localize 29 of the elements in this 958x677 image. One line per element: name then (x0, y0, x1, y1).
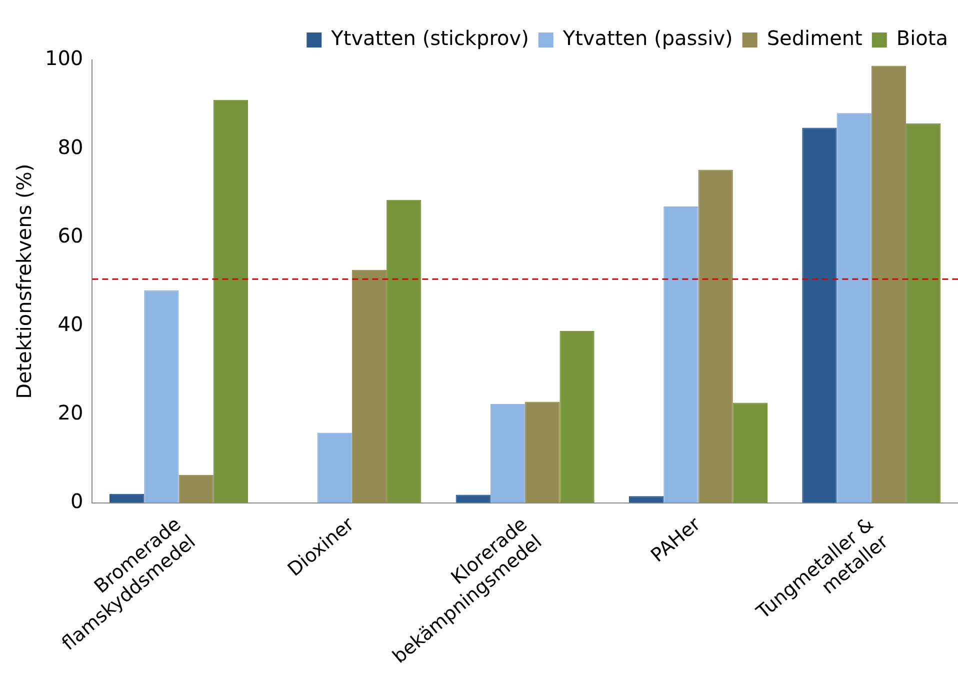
y-tick-label: 20 (58, 400, 84, 424)
bar (698, 170, 733, 503)
y-axis-title: Detektionsfrekvens (%) (12, 164, 36, 399)
y-tick-label: 40 (58, 312, 84, 336)
legend-label: Sediment (766, 26, 863, 50)
bar (560, 330, 594, 503)
bar (871, 66, 906, 503)
bar (628, 496, 664, 503)
bar (317, 432, 352, 503)
y-tick-label: 80 (58, 134, 84, 159)
bar (456, 494, 490, 503)
bar (213, 100, 248, 503)
bar (664, 206, 698, 503)
bar (386, 200, 422, 503)
bar (144, 290, 179, 503)
bar (732, 402, 768, 503)
y-tick-label: 100 (44, 46, 84, 70)
legend-label: Biota (896, 26, 948, 50)
bar (178, 474, 214, 503)
bar (352, 270, 387, 503)
bar (525, 402, 560, 503)
legend-label: Ytvatten (passiv) (562, 26, 733, 50)
bar (836, 113, 872, 503)
y-tick-label: 0 (70, 488, 84, 513)
bar (109, 494, 144, 503)
bar (906, 123, 941, 503)
bar (490, 404, 526, 503)
y-tick-label: 60 (58, 223, 84, 248)
legend-label: Ytvatten (stickprov) (330, 26, 529, 50)
